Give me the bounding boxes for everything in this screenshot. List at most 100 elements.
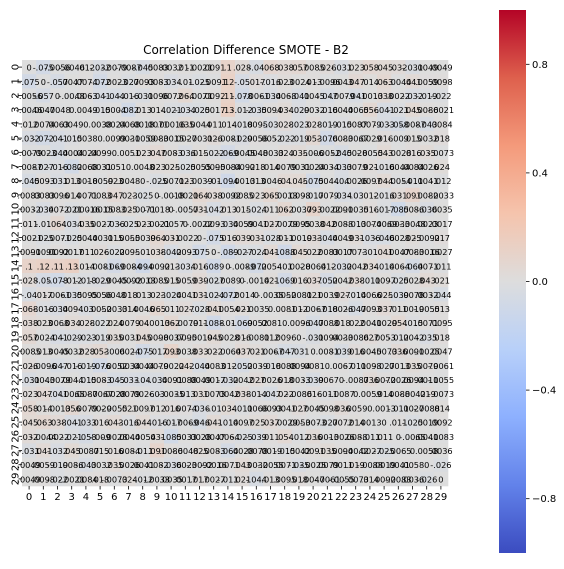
cell-value-label: .0091: [159, 375, 182, 385]
heatmap-cell: [362, 415, 378, 430]
heatmap-cell: [419, 386, 435, 402]
heatmap-cell: [107, 415, 122, 430]
cell-value-label: .0072: [330, 418, 353, 428]
cell-value-label: .035: [77, 219, 95, 229]
heatmap-cell: [164, 258, 179, 274]
heatmap-cell: [405, 116, 420, 132]
cell-value-label: .0072: [46, 205, 69, 215]
heatmap-cell: [64, 443, 80, 458]
cell-value-label: .11: [221, 91, 234, 101]
heatmap-cell: [135, 88, 151, 103]
cell-value-label: 0: [41, 77, 46, 87]
cell-value-label: .0027: [429, 247, 452, 257]
heatmap-cell: [50, 457, 65, 473]
cell-value-label: .035: [176, 119, 194, 129]
cell-value-label: -.05: [234, 77, 250, 87]
cell-value-label: .0044: [387, 162, 410, 172]
cell-value-label: .041: [375, 247, 393, 257]
cell-value-label: -.0018: [144, 205, 170, 215]
cell-value-label: -.021: [388, 105, 409, 115]
heatmap-cell: [362, 60, 378, 75]
x-tick-label: 11: [179, 492, 192, 503]
cell-value-label: -.094: [132, 261, 153, 271]
cell-value-label: .044: [375, 176, 393, 186]
cell-value-label: .0073: [344, 247, 367, 257]
heatmap-cell: [36, 358, 51, 373]
cell-value-label: -.042: [203, 205, 224, 215]
cell-value-label: 0: [69, 105, 74, 115]
heatmap-cell: [135, 273, 151, 288]
heatmap-cell: [291, 173, 307, 189]
heatmap-cell: [206, 60, 222, 75]
cell-value-label: .0071: [216, 460, 239, 470]
heatmap-cell: [334, 202, 349, 217]
cell-value-label: .056: [361, 105, 379, 115]
cell-value-label: .0064: [387, 261, 410, 271]
cell-value-label: 0: [154, 190, 159, 200]
cell-value-label: .0017: [202, 105, 225, 115]
heatmap-cell: [107, 145, 122, 160]
heatmap-cell: [362, 116, 378, 132]
heatmap-cell: [164, 344, 179, 359]
heatmap-cell: [334, 400, 349, 416]
cell-value-label: .028: [233, 63, 251, 73]
heatmap-cell: [64, 273, 80, 288]
heatmap-cell: [263, 202, 278, 217]
heatmap-cell: [50, 273, 65, 288]
heatmap-cell: [206, 88, 222, 103]
heatmap-cell: [377, 287, 392, 302]
heatmap-cell: [220, 301, 236, 316]
heatmap-cell: [362, 429, 378, 444]
heatmap-cell: [50, 187, 65, 203]
heatmap-cell: [192, 116, 207, 132]
heatmap-cell: [64, 60, 80, 75]
cell-value-label: 0: [325, 361, 330, 371]
cell-value-label: .015: [91, 446, 109, 456]
heatmap-cell: [362, 131, 378, 146]
cell-value-label: .021: [432, 276, 450, 286]
cell-value-label: .045: [134, 332, 152, 342]
cell-value-label: .0024: [301, 162, 324, 172]
cell-value-label: .045: [205, 332, 223, 342]
heatmap-cell: [249, 372, 264, 387]
cell-value-label: -.025: [189, 77, 210, 87]
cell-value-label: .0084: [74, 474, 97, 484]
cell-value-label: .035: [105, 332, 123, 342]
heatmap-cell: [362, 400, 378, 416]
heatmap-cell: [405, 88, 420, 103]
cell-value-label: .065: [148, 304, 166, 314]
heatmap-cell: [433, 443, 449, 458]
cell-value-label: .0063: [46, 119, 69, 129]
heatmap-cell: [391, 471, 406, 487]
heatmap-cell: [78, 60, 94, 75]
cell-value-label: .0091: [301, 446, 324, 456]
cell-value-label: .036: [332, 403, 350, 413]
cell-value-label: -.022: [430, 91, 451, 101]
y-axis: 0123456789101112131415161718192021222324…: [11, 64, 22, 485]
cell-value-label: -.0013: [271, 190, 297, 200]
heatmap-cell: [249, 131, 264, 146]
cell-value-label: -.015: [75, 375, 96, 385]
cell-value-label: -.036: [161, 460, 182, 470]
cell-value-label: .091: [403, 190, 421, 200]
cell-value-label: -.0015: [158, 134, 184, 144]
cell-value-label: .043: [233, 460, 251, 470]
cell-value-label: 0: [211, 247, 216, 257]
cell-value-label: .0085: [230, 190, 253, 200]
cell-value-label: .062: [162, 318, 180, 328]
cell-value-label: -.072: [246, 261, 267, 271]
cell-value-label: -.012: [430, 176, 451, 186]
cell-value-label: .0079: [316, 460, 339, 470]
heatmap-cell: [235, 315, 250, 331]
cell-value-label: .0054: [259, 261, 282, 271]
cell-value-label: -.0029: [271, 418, 297, 428]
heatmap-cell: [306, 88, 321, 103]
cell-value-label: -.034: [175, 261, 196, 271]
heatmap-cell: [93, 329, 108, 345]
cell-value-label: -.0087: [342, 375, 368, 385]
cell-value-label: .0072: [159, 91, 182, 101]
cell-value-label: -.014: [374, 261, 395, 271]
heatmap-cell: [36, 202, 51, 217]
heatmap-cell: [192, 372, 207, 387]
